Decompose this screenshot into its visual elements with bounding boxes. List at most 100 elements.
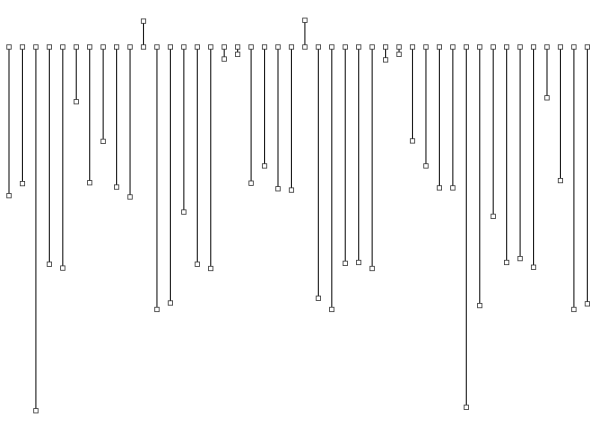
- leaf-stem-38: [504, 44, 510, 266]
- leaf-stem-36: [477, 44, 483, 309]
- leaf-stem-27: [356, 44, 362, 266]
- stem-bottom-node: [356, 259, 362, 266]
- leaf-stem-21: [275, 44, 281, 192]
- stem-bottom-node: [275, 186, 281, 192]
- leaf-stem-23: [302, 17, 308, 50]
- stem-bottom-node: [382, 57, 389, 63]
- leaf-stem-5: [60, 44, 66, 271]
- stem-bottom-node: [571, 306, 577, 313]
- stem-top-node: [557, 44, 564, 50]
- stem-bottom-node: [302, 17, 308, 23]
- stem-bottom-node: [140, 18, 147, 24]
- stem-bottom-node: [557, 177, 564, 184]
- leaf-stem-26: [342, 44, 348, 266]
- stem-top-node: [140, 44, 147, 50]
- stems-layer: [6, 17, 590, 414]
- stem-bottom-node: [100, 138, 106, 144]
- stem-bottom-node: [194, 261, 200, 267]
- stem-top-node: [423, 44, 429, 50]
- stem-top-node: [544, 44, 550, 50]
- stem-bottom-node: [46, 261, 52, 267]
- leaf-stem-9: [114, 44, 120, 190]
- leaf-stem-12: [154, 44, 160, 313]
- stem-bottom-node: [127, 194, 133, 200]
- leaf-stem-33: [436, 44, 443, 191]
- stem-top-node: [490, 44, 496, 50]
- leaf-stem-17: [221, 44, 227, 62]
- leaf-stem-3: [33, 44, 39, 414]
- stem-top-node: [302, 44, 308, 50]
- stem-top-node: [194, 44, 200, 50]
- leaf-stem-25: [329, 44, 335, 313]
- stem-bottom-node: [544, 95, 550, 101]
- stem-top-node: [530, 44, 537, 50]
- leaf-stem-31: [409, 44, 416, 144]
- stem-top-node: [73, 44, 79, 50]
- leaf-stem-28: [369, 44, 375, 272]
- stem-top-node: [46, 44, 52, 50]
- stem-top-node: [261, 44, 268, 50]
- stem-top-node: [396, 44, 402, 50]
- stem-top-node: [329, 44, 335, 50]
- leaf-stem-18: [235, 44, 241, 57]
- stem-top-node: [19, 44, 26, 50]
- leaf-stem-37: [490, 44, 496, 219]
- stem-top-node: [6, 44, 12, 50]
- stem-bottom-node: [463, 404, 469, 410]
- stem-top-node: [221, 44, 227, 50]
- leaf-stem-1: [6, 44, 12, 199]
- leaf-stem-42: [557, 44, 564, 184]
- leaf-stem-4: [46, 44, 52, 267]
- stem-bottom-node: [396, 51, 402, 57]
- stem-top-node: [436, 44, 443, 50]
- leaf-stem-15: [194, 44, 200, 267]
- stem-bottom-node: [248, 180, 254, 186]
- stem-bottom-node: [504, 259, 510, 266]
- stem-bottom-node: [329, 306, 335, 313]
- leaf-stem-8: [100, 44, 106, 144]
- stem-bottom-node: [221, 56, 227, 62]
- stem-top-node: [477, 44, 483, 50]
- leaf-stem-14: [181, 44, 187, 215]
- stem-top-node: [584, 44, 590, 50]
- leaf-stem-43: [571, 44, 577, 313]
- stem-top-node: [154, 44, 160, 50]
- leaf-stem-29: [382, 44, 389, 63]
- stem-top-node: [504, 44, 510, 50]
- stem-bottom-node: [315, 295, 321, 301]
- leaf-stem-13: [167, 44, 173, 306]
- stem-top-node: [181, 44, 187, 50]
- stem-top-node: [167, 44, 173, 50]
- stem-top-node: [60, 44, 66, 50]
- stem-bottom-node: [369, 265, 375, 272]
- leaf-stem-40: [530, 44, 537, 270]
- stem-top-node: [208, 44, 214, 50]
- stem-bottom-node: [33, 408, 39, 414]
- leaf-stem-10: [127, 44, 133, 200]
- stem-top-node: [33, 44, 39, 50]
- leaf-stem-30: [396, 44, 402, 57]
- stem-bottom-node: [584, 301, 590, 307]
- leaf-stem-16: [208, 44, 214, 272]
- stem-bottom-node: [477, 302, 483, 309]
- stem-top-node: [288, 44, 295, 50]
- stem-bottom-node: [73, 99, 79, 105]
- stem-bottom-node: [60, 265, 66, 271]
- stem-top-node: [517, 44, 523, 50]
- leaf-stem-19: [248, 44, 254, 186]
- stem-top-node: [275, 44, 281, 50]
- stem-bottom-node: [154, 306, 160, 313]
- leaf-stem-6: [73, 44, 79, 105]
- stem-bottom-node: [167, 300, 173, 306]
- stem-bottom-node: [530, 264, 537, 270]
- leaf-stem-35: [463, 44, 469, 410]
- stem-top-node: [248, 44, 254, 50]
- leaf-stem-34: [450, 44, 456, 191]
- stem-top-node: [382, 44, 389, 50]
- stem-bottom-node: [423, 163, 429, 169]
- stem-top-node: [127, 44, 133, 50]
- stem-top-node: [356, 44, 362, 50]
- stem-bottom-node: [288, 187, 295, 193]
- stem-bottom-node: [114, 184, 120, 190]
